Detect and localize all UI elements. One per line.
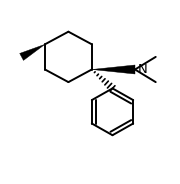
Text: N: N xyxy=(138,63,147,76)
Polygon shape xyxy=(92,65,135,74)
Polygon shape xyxy=(20,44,45,60)
